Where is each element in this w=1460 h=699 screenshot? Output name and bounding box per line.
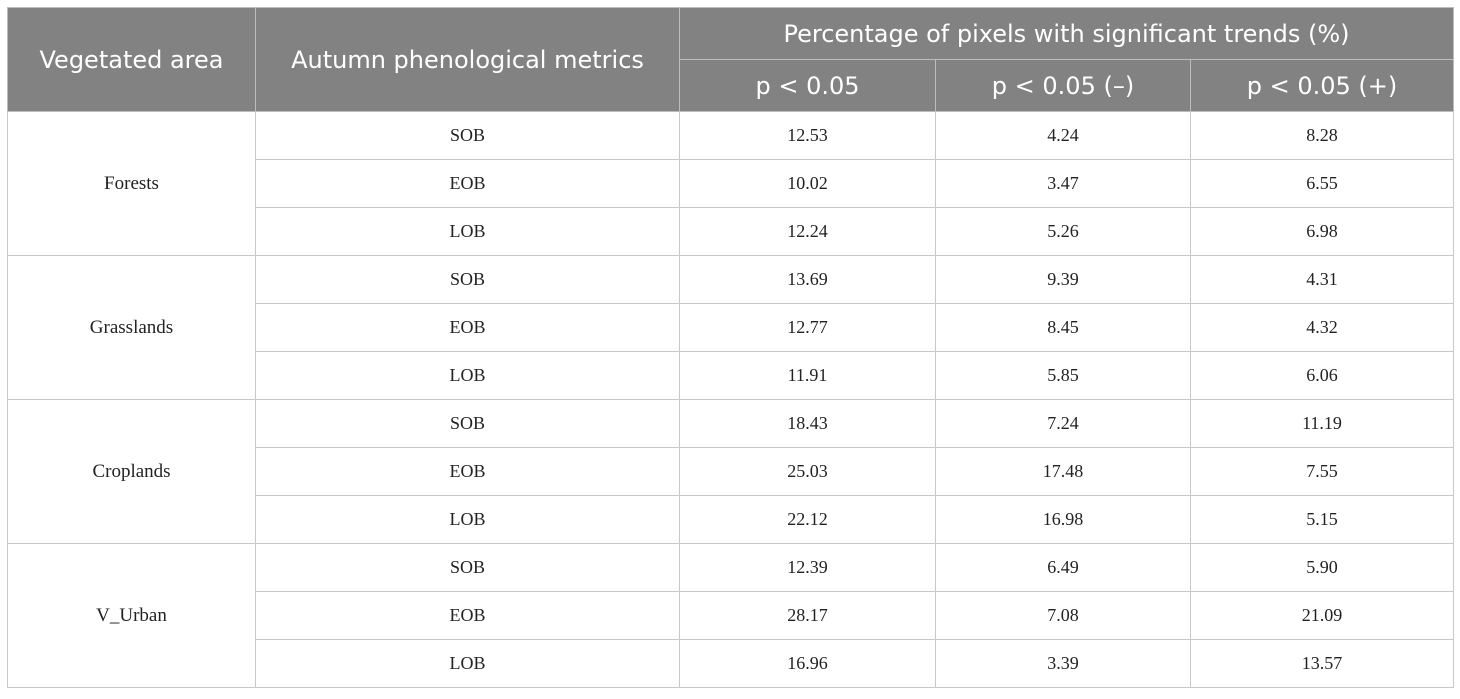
header-metrics: Autumn phenological metrics xyxy=(255,7,680,112)
header-p-all: p < 0.05 xyxy=(679,59,936,112)
header-p-negative: p < 0.05 (–) xyxy=(935,59,1191,112)
metric-cell: SOB xyxy=(255,255,680,304)
table-row: Grasslands SOB 13.69 9.39 4.31 xyxy=(7,255,1455,400)
value-cell: 8.45 xyxy=(935,303,1191,352)
table-row: EOB 12.77 8.45 4.32 xyxy=(8,303,1455,352)
value-cell: 3.39 xyxy=(935,639,1191,688)
value-cell: 4.31 xyxy=(1189,255,1455,304)
value-cell: 9.39 xyxy=(935,255,1191,304)
area-cell: V_Urban xyxy=(7,543,256,688)
table-row: EOB 28.17 7.08 21.09 xyxy=(8,591,1455,640)
metric-cell: SOB xyxy=(255,399,680,448)
area-cell: Grasslands xyxy=(7,255,256,400)
value-cell: 6.55 xyxy=(1189,159,1455,208)
trends-table: Vegetated area Autumn phenological metri… xyxy=(7,7,1455,688)
table-body: Forests SOB 12.53 4.24 8.28 EOB 10.02 3.… xyxy=(7,111,1455,688)
value-cell: 13.57 xyxy=(1189,639,1455,688)
value-cell: 12.39 xyxy=(679,543,936,592)
metric-cell: SOB xyxy=(255,111,680,160)
value-cell: 4.24 xyxy=(935,111,1191,160)
value-cell: 22.12 xyxy=(679,495,936,544)
value-cell: 5.15 xyxy=(1189,495,1455,544)
table-row: LOB 11.91 5.85 6.06 xyxy=(8,351,1455,400)
value-cell: 3.47 xyxy=(935,159,1191,208)
metric-cell: EOB xyxy=(255,159,680,208)
value-cell: 28.17 xyxy=(679,591,936,640)
value-cell: 5.26 xyxy=(935,207,1191,256)
metric-cell: LOB xyxy=(255,495,680,544)
metric-cell: LOB xyxy=(255,351,680,400)
table-row: LOB 12.24 5.26 6.98 xyxy=(8,207,1455,256)
table-row: EOB 25.03 17.48 7.55 xyxy=(8,447,1455,496)
header-vegetated-area: Vegetated area xyxy=(7,7,256,112)
area-cell: Forests xyxy=(7,111,256,256)
value-cell: 25.03 xyxy=(679,447,936,496)
table-row: Croplands SOB 18.43 7.24 11.19 xyxy=(7,399,1455,544)
metric-cell: EOB xyxy=(255,591,680,640)
value-cell: 18.43 xyxy=(679,399,936,448)
header-percentage-group: Percentage of pixels with significant tr… xyxy=(678,7,1455,60)
table-row: LOB 22.12 16.98 5.15 xyxy=(8,495,1455,544)
value-cell: 4.32 xyxy=(1189,303,1455,352)
metric-cell: SOB xyxy=(255,543,680,592)
value-cell: 12.24 xyxy=(679,207,936,256)
value-cell: 5.90 xyxy=(1189,543,1455,592)
metric-cell: LOB xyxy=(255,639,680,688)
table-row: Forests SOB 12.53 4.24 8.28 xyxy=(7,111,1455,256)
metric-cell: EOB xyxy=(255,447,680,496)
value-cell: 12.53 xyxy=(679,111,936,160)
table-row: EOB 10.02 3.47 6.55 xyxy=(8,159,1455,208)
value-cell: 6.06 xyxy=(1189,351,1455,400)
value-cell: 16.96 xyxy=(679,639,936,688)
value-cell: 6.98 xyxy=(1189,207,1455,256)
value-cell: 21.09 xyxy=(1189,591,1455,640)
value-cell: 5.85 xyxy=(935,351,1191,400)
value-cell: 7.24 xyxy=(935,399,1191,448)
table-row: LOB 16.96 3.39 13.57 xyxy=(8,639,1455,688)
value-cell: 12.77 xyxy=(679,303,936,352)
table-row: V_Urban SOB 12.39 6.49 5.90 xyxy=(7,543,1455,688)
value-cell: 10.02 xyxy=(679,159,936,208)
metric-cell: LOB xyxy=(255,207,680,256)
value-cell: 17.48 xyxy=(935,447,1191,496)
value-cell: 16.98 xyxy=(935,495,1191,544)
value-cell: 11.91 xyxy=(679,351,936,400)
metric-cell: EOB xyxy=(255,303,680,352)
value-cell: 6.49 xyxy=(935,543,1191,592)
value-cell: 13.69 xyxy=(679,255,936,304)
value-cell: 7.55 xyxy=(1189,447,1455,496)
value-cell: 8.28 xyxy=(1189,111,1455,160)
table-header: Vegetated area Autumn phenological metri… xyxy=(7,7,1455,112)
value-cell: 7.08 xyxy=(935,591,1191,640)
area-cell: Croplands xyxy=(7,399,256,544)
header-p-positive: p < 0.05 (+) xyxy=(1189,59,1455,112)
value-cell: 11.19 xyxy=(1189,399,1455,448)
